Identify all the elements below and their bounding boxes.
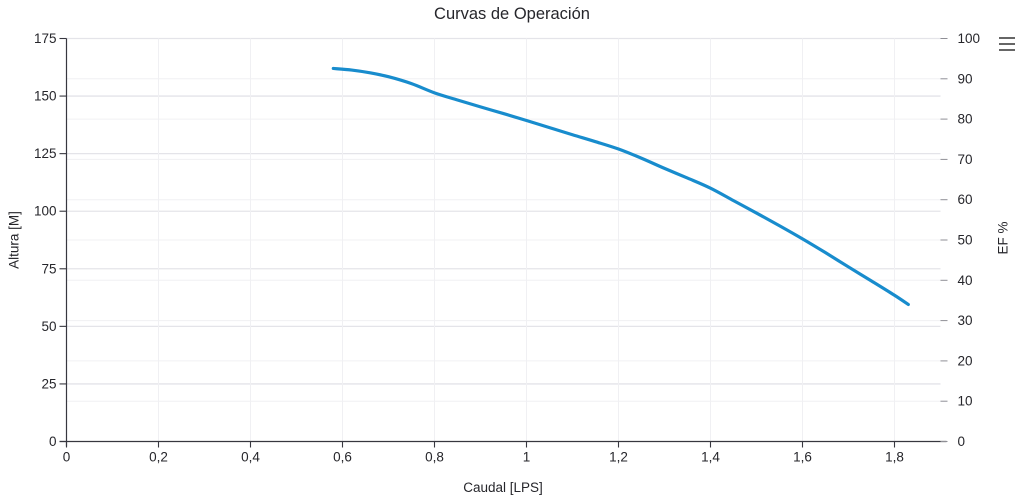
chart-title: Curvas de Operación <box>434 5 590 23</box>
x-axis-tick-label: 0,2 <box>149 450 168 465</box>
curve-series[interactable] <box>331 66 910 307</box>
right-axis-tick-label: 60 <box>958 192 973 207</box>
left-axis-tick-label: 50 <box>41 319 56 334</box>
right-axis-tick-label: 50 <box>958 233 973 248</box>
left-axis-tick-label: 25 <box>41 376 56 391</box>
hamburger-icon[interactable] <box>997 35 1019 53</box>
left-axis-tick-label: 100 <box>34 204 57 219</box>
right-axis-tick-label: 100 <box>958 31 981 46</box>
left-axis-tick-label: 0 <box>49 434 57 449</box>
right-axis-tick-label: 70 <box>958 152 973 167</box>
right-axis-tick-label: 80 <box>958 112 973 127</box>
right-axis-tick-label: 10 <box>958 394 973 409</box>
right-axis-tick-label: 90 <box>958 71 973 86</box>
x-axis-tick-label: 1,8 <box>885 450 904 465</box>
left-axis-tick-label: 150 <box>34 89 57 104</box>
x-axis-title: Caudal [LPS] <box>463 480 543 495</box>
x-axis-tick-label: 1,2 <box>609 450 628 465</box>
right-axis-tick-label: 0 <box>958 434 966 449</box>
right-axis-tick-label: 30 <box>958 313 973 328</box>
x-axis-tick-label: 0,4 <box>241 450 260 465</box>
left-axis-tick-label: 125 <box>34 146 57 161</box>
hamburger-bar <box>999 37 1015 40</box>
right-axis-tick-label: 20 <box>958 353 973 368</box>
x-axis-tick-label: 1,4 <box>701 450 720 465</box>
right-axis-tick-label: 40 <box>958 273 973 288</box>
left-axis-tick-label: 75 <box>41 261 56 276</box>
x-axis-tick-label: 1 <box>523 450 531 465</box>
x-axis-tick-label: 0,8 <box>425 450 444 465</box>
x-axis-tick-label: 1,6 <box>793 450 812 465</box>
x-axis-tick-label: 0 <box>63 450 71 465</box>
hamburger-bar <box>999 48 1015 51</box>
hamburger-bar <box>999 42 1015 46</box>
x-axis-tick-label: 0,6 <box>333 450 352 465</box>
left-axis-tick-label: 175 <box>34 31 57 46</box>
